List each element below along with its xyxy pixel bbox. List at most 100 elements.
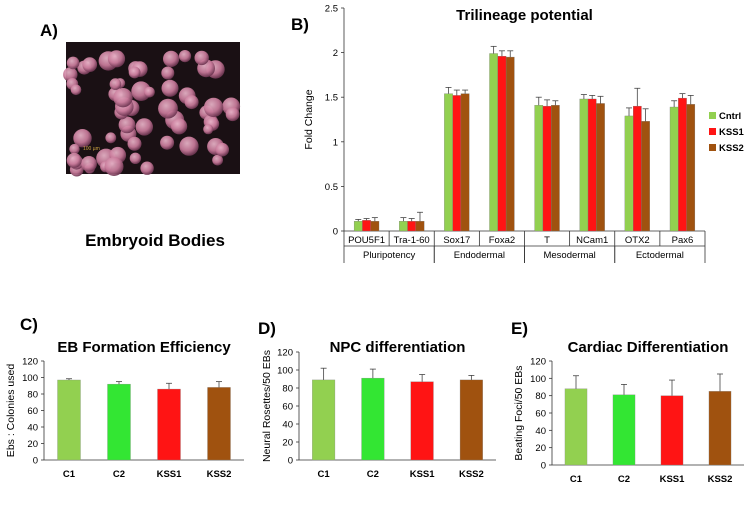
chart-b-bar-cntrl	[444, 93, 453, 232]
chart-b-bar-cntrl	[534, 105, 544, 232]
chart-b-xtick-label: OTX2	[625, 235, 650, 246]
panel-a: A) 100 µm Embryoid Bodies	[40, 21, 241, 250]
chart-c-ytick-label: 60	[27, 406, 38, 417]
chart-d-xtick-label: C2	[367, 469, 379, 480]
chart-b-ytick-label: 2.5	[325, 4, 338, 15]
chart-b-bar-kss2	[415, 221, 425, 232]
embryoid-body	[178, 50, 192, 63]
embryoid-body	[66, 56, 80, 70]
chart-d-ytick-label: 80	[282, 384, 293, 395]
chart-e-title: Cardiac Differentiation	[568, 339, 729, 356]
chart-c-y-axis-label: Ebs : Colonies used	[5, 364, 17, 458]
chart-b-xtick-label: Foxa2	[489, 235, 515, 246]
chart-b-group-label: Pluripotency	[363, 250, 416, 261]
chart-d-ytick-label: 60	[282, 402, 293, 413]
chart-e-bar-kss1	[660, 395, 684, 466]
chart-c-ytick-label: 120	[22, 357, 38, 368]
chart-d-ytick-label: 100	[277, 366, 293, 377]
chart-eb-formation-efficiency: 0 20 40 60 80 100 120 Ebs : Colonies used EB For…	[5, 339, 244, 480]
chart-b-bar-kss1	[587, 98, 597, 232]
embryoid-body	[171, 118, 188, 135]
embryoid-body	[160, 135, 175, 150]
chart-b-bar-kss1	[678, 97, 687, 232]
chart-e-bar-kss2	[708, 391, 732, 466]
chart-b-xtick-label: Tra-1-60	[394, 235, 430, 246]
embryoid-body	[161, 66, 175, 80]
chart-b-bar-kss1	[542, 105, 552, 232]
chart-b-legend-swatch-kss2	[709, 144, 716, 151]
chart-b-legend-label-cntrl: Cntrl	[719, 111, 741, 122]
chart-e-bar-c1	[564, 388, 588, 466]
chart-b-bar-cntrl	[579, 98, 589, 232]
chart-b-xtick-label: Pax6	[672, 235, 694, 246]
chart-b-legend-swatch-kss1	[709, 128, 716, 135]
chart-b-xtick-label: NCam1	[576, 235, 608, 246]
chart-d-ytick-label: 40	[282, 420, 293, 431]
embryoid-body	[194, 50, 209, 66]
embryoid-body	[66, 152, 82, 168]
chart-c-ytick-label: 100	[22, 373, 38, 384]
chart-b-bar-cntrl	[399, 221, 408, 232]
chart-b-ytick-label: 1	[333, 137, 338, 148]
panel-c-label: C)	[20, 315, 38, 334]
chart-d-ytick-label: 20	[282, 438, 293, 449]
embryoid-body	[127, 136, 142, 151]
chart-c-xtick-label: C2	[113, 469, 125, 480]
panel-a-caption: Embryoid Bodies	[85, 231, 225, 250]
embryoid-body	[140, 161, 154, 175]
panel-b-label: B)	[291, 15, 309, 34]
chart-e-ytick-label: 60	[535, 409, 546, 420]
chart-c-xtick-label: KSS1	[157, 469, 183, 480]
chart-e-xtick-label: C2	[618, 474, 630, 485]
chart-d-bar-kss1	[410, 381, 434, 461]
chart-b-bar-kss1	[633, 105, 642, 232]
chart-b-bar-cntrl	[624, 115, 634, 232]
embryoid-body	[161, 79, 179, 97]
chart-e-xtick-label: KSS2	[708, 474, 733, 485]
chart-npc-differentiation: 0 20 40 60 80 100 120 Neural Rosettes/50 EBs NPC…	[261, 339, 496, 480]
chart-e-ytick-label: 80	[535, 391, 546, 402]
embryoid-body	[184, 95, 199, 110]
chart-b-title: Trilineage potential	[456, 7, 593, 24]
embryoid-body	[113, 88, 133, 108]
chart-c-ytick-label: 20	[27, 439, 38, 450]
embryoid-body	[73, 129, 92, 148]
embryoid-body	[82, 57, 98, 72]
chart-d-y-axis-label: Neural Rosettes/50 EBs	[261, 350, 273, 462]
chart-c-title: EB Formation Efficiency	[57, 339, 231, 356]
chart-b-ytick-label: 1.5	[325, 93, 338, 104]
chart-b-group-label: Mesodermal	[543, 250, 595, 261]
chart-b-ytick-label: 0.5	[325, 182, 338, 193]
panel-e-label: E)	[511, 319, 528, 338]
chart-b-bar-kss2	[686, 104, 696, 232]
embryoid-bodies-photo	[63, 42, 241, 177]
chart-d-ytick-label: 0	[288, 456, 293, 467]
chart-e-bar-c2	[612, 394, 636, 466]
embryoid-body	[144, 86, 155, 98]
embryoid-body	[81, 156, 97, 172]
chart-e-xtick-label: C1	[570, 474, 583, 485]
embryoid-body	[203, 124, 214, 135]
chart-e-xtick-label: KSS1	[660, 474, 686, 485]
chart-b-bar-kss2	[551, 105, 560, 232]
chart-e-ytick-label: 100	[530, 374, 546, 385]
chart-c-ytick-label: 40	[27, 423, 38, 434]
chart-b-bar-kss2	[641, 121, 650, 232]
chart-b-bar-kss2	[596, 103, 605, 232]
embryoid-body	[128, 66, 141, 79]
chart-c-bar-c1	[57, 379, 81, 461]
chart-b-bar-cntrl	[489, 53, 498, 232]
chart-e-ytick-label: 20	[535, 443, 546, 454]
embryoid-body	[158, 98, 178, 119]
chart-b-xtick-label: T	[544, 235, 550, 246]
panel-a-label: A)	[40, 21, 58, 40]
embryoid-body	[163, 50, 180, 67]
chart-c-ytick-label: 80	[27, 390, 38, 401]
chart-b-xtick-label: Sox17	[443, 235, 470, 246]
embryoid-body	[129, 152, 142, 164]
panel-d-label: D)	[258, 319, 276, 338]
chart-b-bar-kss1	[362, 220, 371, 232]
embryoid-body	[69, 143, 80, 155]
chart-b-group-label: Endodermal	[454, 250, 505, 261]
